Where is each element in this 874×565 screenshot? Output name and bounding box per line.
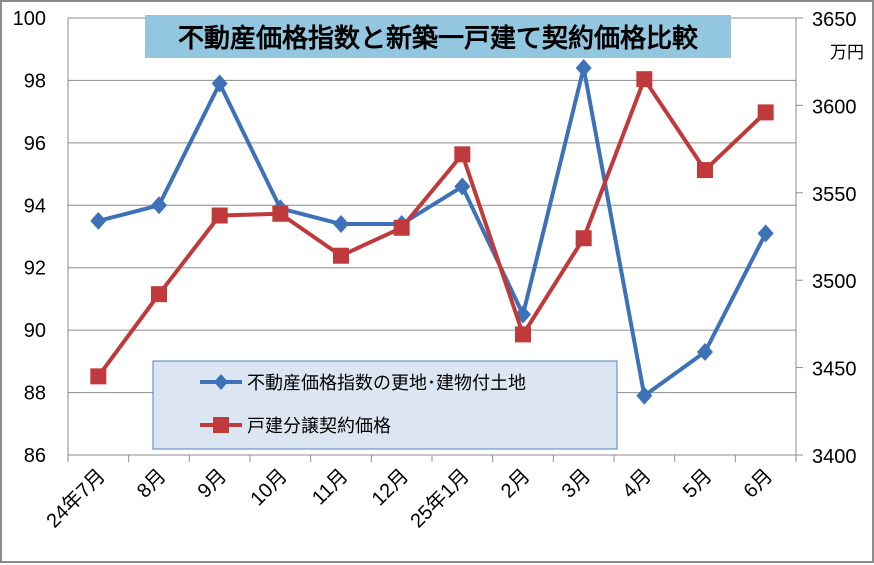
x-tick-label: 4月 bbox=[618, 465, 656, 503]
data-point-diamond bbox=[636, 386, 653, 405]
title-background bbox=[145, 15, 731, 58]
data-point-diamond bbox=[575, 58, 592, 77]
y-left-tick-label: 96 bbox=[24, 133, 46, 155]
data-point-diamond bbox=[697, 342, 713, 361]
legend-box bbox=[152, 360, 618, 450]
data-point-square bbox=[211, 207, 228, 224]
y-left-tick-label: 98 bbox=[24, 70, 46, 92]
data-point-square bbox=[90, 368, 107, 385]
legend-marker-diamond bbox=[214, 374, 228, 390]
x-tick-label: 6月 bbox=[740, 465, 778, 503]
y-right-tick-label: 3450 bbox=[812, 359, 857, 381]
x-tick-label: 25年1月 bbox=[406, 464, 474, 532]
y-left-tick-label: 86 bbox=[24, 445, 46, 467]
x-tick-label: 5月 bbox=[679, 465, 717, 503]
data-point-square bbox=[697, 162, 713, 179]
legend-label: 不動産価格指数の更地･建物付土地 bbox=[247, 373, 526, 393]
y-right-tick-label: 3600 bbox=[812, 96, 857, 118]
x-tick-label: 10月 bbox=[246, 465, 291, 510]
x-tick-label: 8月 bbox=[133, 465, 171, 503]
y-right-tick-label: 3650 bbox=[812, 9, 857, 31]
y-left-tick-label: 92 bbox=[24, 258, 46, 280]
data-point-diamond bbox=[757, 224, 774, 243]
data-point-diamond bbox=[151, 196, 167, 215]
data-point-diamond bbox=[211, 74, 228, 93]
y-right-tick-label: 3500 bbox=[812, 271, 857, 293]
data-point-square bbox=[151, 286, 167, 303]
x-tick-label: 11月 bbox=[308, 465, 352, 509]
x-tick-label: 9月 bbox=[194, 465, 232, 503]
data-point-square bbox=[575, 230, 592, 247]
y-left-tick-label: 100 bbox=[13, 8, 46, 30]
data-point-square bbox=[272, 205, 289, 222]
data-point-diamond bbox=[333, 215, 349, 234]
data-point-diamond bbox=[90, 211, 107, 230]
y-right-unit: 万円 bbox=[830, 43, 864, 62]
x-tick-label: 12月 bbox=[368, 465, 413, 510]
chart-title: 不動産価格指数と新築一戸建て契約価格比較 bbox=[178, 23, 699, 53]
data-point-diamond bbox=[454, 177, 471, 196]
y-left-tick-label: 88 bbox=[24, 383, 46, 405]
data-point-square bbox=[636, 71, 653, 88]
legend-label: 戸建分譲契約価格 bbox=[247, 416, 391, 436]
legend-marker-square bbox=[213, 417, 229, 433]
y-right-tick-label: 3400 bbox=[812, 446, 857, 468]
data-point-square bbox=[757, 104, 774, 121]
series-line bbox=[96, 77, 768, 378]
data-point-square bbox=[515, 326, 531, 343]
x-tick-label: 3月 bbox=[558, 465, 596, 503]
y-left-tick-label: 94 bbox=[24, 195, 46, 217]
y-left-tick-label: 90 bbox=[24, 320, 46, 342]
y-right-tick-label: 3550 bbox=[812, 184, 857, 206]
series-line bbox=[97, 65, 768, 398]
x-tick-label: 24年7月 bbox=[42, 464, 110, 532]
data-point-square bbox=[393, 219, 410, 236]
x-tick-label: 2月 bbox=[497, 465, 535, 503]
data-point-square bbox=[333, 247, 349, 264]
data-point-square bbox=[454, 146, 471, 163]
